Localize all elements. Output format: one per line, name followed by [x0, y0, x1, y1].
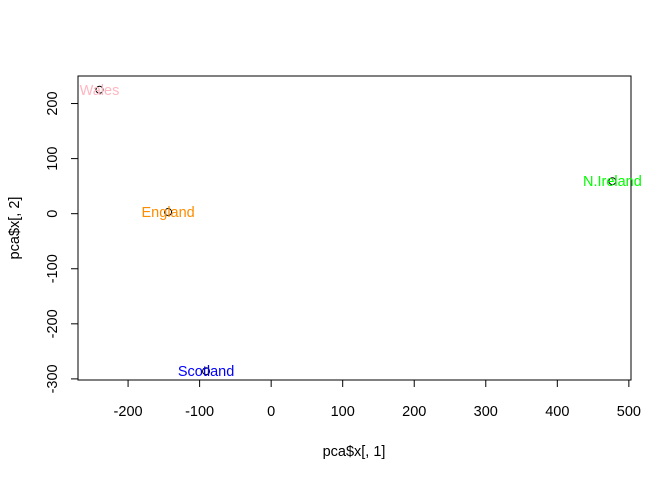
x-tick-label: -200 — [114, 404, 143, 420]
data-point-wales — [95, 85, 104, 94]
x-axis: -200 -100 0 100 200 300 400 500 — [114, 379, 641, 420]
x-tick-label: 0 — [267, 404, 275, 420]
point-label: Scotland — [178, 364, 234, 380]
data-point-england — [164, 208, 173, 217]
y-tick-label: 0 — [45, 210, 61, 218]
x-tick-label: 300 — [474, 404, 498, 420]
plot-box — [77, 75, 632, 381]
y-axis-label: pca$x[, 2] — [7, 197, 23, 260]
y-tick-label: 100 — [45, 147, 61, 171]
y-tick-label: -100 — [45, 254, 61, 283]
y-tick-label: -300 — [45, 364, 61, 393]
y-tick-label: 200 — [45, 91, 61, 115]
point-label: Wales — [80, 83, 120, 99]
point-label: N.Ireland — [583, 174, 642, 190]
x-tick-label: 400 — [545, 404, 569, 420]
data-points: England Wales Scotland N.Ireland — [80, 83, 642, 380]
y-tick-label: -200 — [45, 309, 61, 338]
x-tick-label: 200 — [402, 404, 426, 420]
point-label: England — [142, 205, 195, 221]
x-tick-label: 100 — [331, 404, 355, 420]
y-axis: -300 -200 -100 0 100 200 — [45, 91, 79, 393]
x-axis-label: pca$x[, 1] — [323, 444, 386, 460]
x-tick-label: 500 — [617, 404, 641, 420]
data-point-scotland — [202, 367, 211, 376]
x-tick-label: -100 — [185, 404, 214, 420]
data-point-n-ireland — [608, 177, 617, 186]
